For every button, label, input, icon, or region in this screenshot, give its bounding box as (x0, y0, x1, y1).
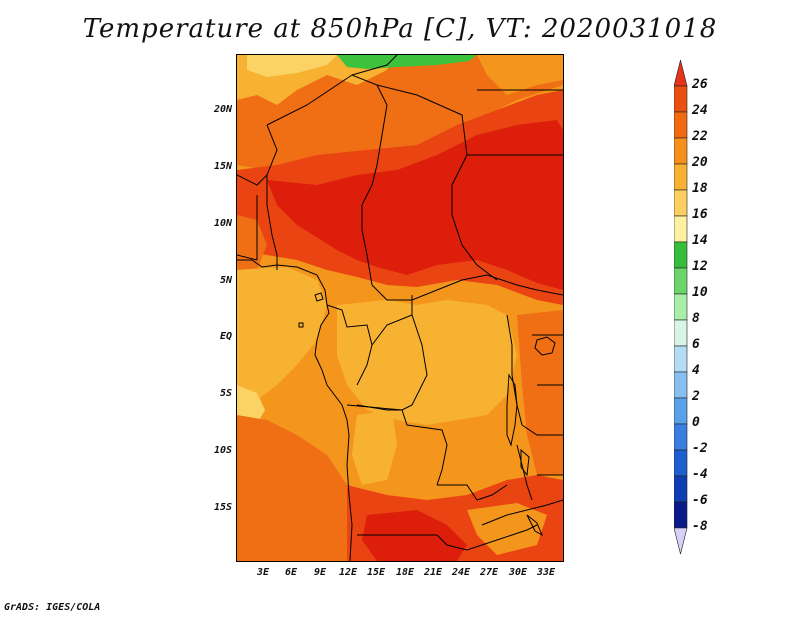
colorbar-label: 26 (692, 77, 708, 92)
colorbar-swatch (674, 163, 688, 191)
colorbar-label: 22 (692, 129, 708, 144)
lat-label-eq: EQ (219, 331, 232, 342)
colorbar-swatch (674, 397, 688, 425)
lon-label-15e: 15E (366, 567, 386, 578)
colorbar (674, 60, 688, 555)
field-coast-20 (237, 215, 267, 270)
island-sao-tome (298, 322, 304, 328)
lat-label-5n: 5N (219, 275, 232, 286)
lon-label-3e: 3E (256, 567, 270, 578)
colorbar-label: 24 (692, 103, 708, 118)
lat-label-5s: 5S (219, 388, 232, 399)
colorbar-swatch (674, 189, 688, 217)
coastline-west (237, 259, 353, 561)
lon-label-12e: 12E (338, 567, 358, 578)
colorbar-swatch (674, 501, 688, 529)
colorbar-label: 8 (692, 311, 700, 326)
colorbar-swatch (674, 319, 688, 347)
colorbar-label: -8 (692, 519, 708, 534)
lon-label-24e: 24E (451, 567, 471, 578)
lon-label-6e: 6E (284, 567, 298, 578)
country-borders (237, 55, 563, 551)
lon-label-30e: 30E (508, 567, 528, 578)
colorbar-swatch (674, 527, 688, 555)
field-green-14 (337, 55, 477, 69)
island-bioko (314, 292, 324, 302)
colorbar-label: -2 (692, 441, 708, 456)
field-north-16 (247, 55, 337, 77)
lakes (506, 336, 556, 537)
colorbar-label: 18 (692, 181, 708, 196)
colorbar-label: 0 (692, 415, 700, 430)
colorbar-swatches (674, 60, 688, 555)
colorbar-swatch (674, 85, 688, 113)
field-atlantic-18 (237, 267, 327, 405)
colorbar-label: 10 (692, 285, 708, 300)
colorbar-swatch (674, 111, 688, 139)
colorbar-swatch (674, 345, 688, 373)
colorbar-label: -4 (692, 467, 708, 482)
colorbar-swatch (674, 137, 688, 165)
temperature-field (237, 55, 563, 561)
lat-label-15s: 15S (213, 502, 232, 513)
colorbar-swatch (674, 293, 688, 321)
field-angola-18 (352, 410, 397, 485)
colorbar-label: 12 (692, 259, 708, 274)
colorbar-swatch (674, 60, 688, 87)
colorbar-label: 6 (692, 337, 700, 352)
lat-label-10s: 10S (213, 445, 232, 456)
colorbar-label: 20 (692, 155, 708, 170)
lat-label-15n: 15N (213, 161, 232, 172)
colorbar-swatch (674, 215, 688, 243)
grads-credit: GrADS: IGES/COLA (4, 602, 101, 613)
lon-label-27e: 27E (479, 567, 499, 578)
colorbar-swatch (674, 267, 688, 295)
field-south-atl-22 (237, 415, 347, 561)
colorbar-label: 4 (692, 363, 700, 378)
lon-label-9e: 9E (313, 567, 327, 578)
colorbar-swatch (674, 371, 688, 399)
field-sahel-26 (267, 120, 563, 290)
temperature-map (236, 54, 564, 562)
lon-label-18e: 18E (395, 567, 415, 578)
lat-label-20n: 20N (213, 104, 232, 115)
map-title: Temperature at 850hPa [C], VT: 202003101… (82, 14, 718, 44)
colorbar-swatch (674, 423, 688, 451)
colorbar-label: 16 (692, 207, 708, 222)
colorbar-swatch (674, 475, 688, 503)
lon-label-33e: 33E (536, 567, 556, 578)
colorbar-label: -6 (692, 493, 708, 508)
field-east-22 (517, 310, 563, 475)
lat-label-10n: 10N (213, 218, 232, 229)
lon-label-21e: 21E (423, 567, 443, 578)
colorbar-swatch (674, 449, 688, 477)
colorbar-label: 2 (692, 389, 700, 404)
colorbar-label: 14 (692, 233, 708, 248)
field-north-22 (237, 55, 563, 170)
field-north-20-right (477, 55, 563, 95)
colorbar-swatch (674, 241, 688, 269)
